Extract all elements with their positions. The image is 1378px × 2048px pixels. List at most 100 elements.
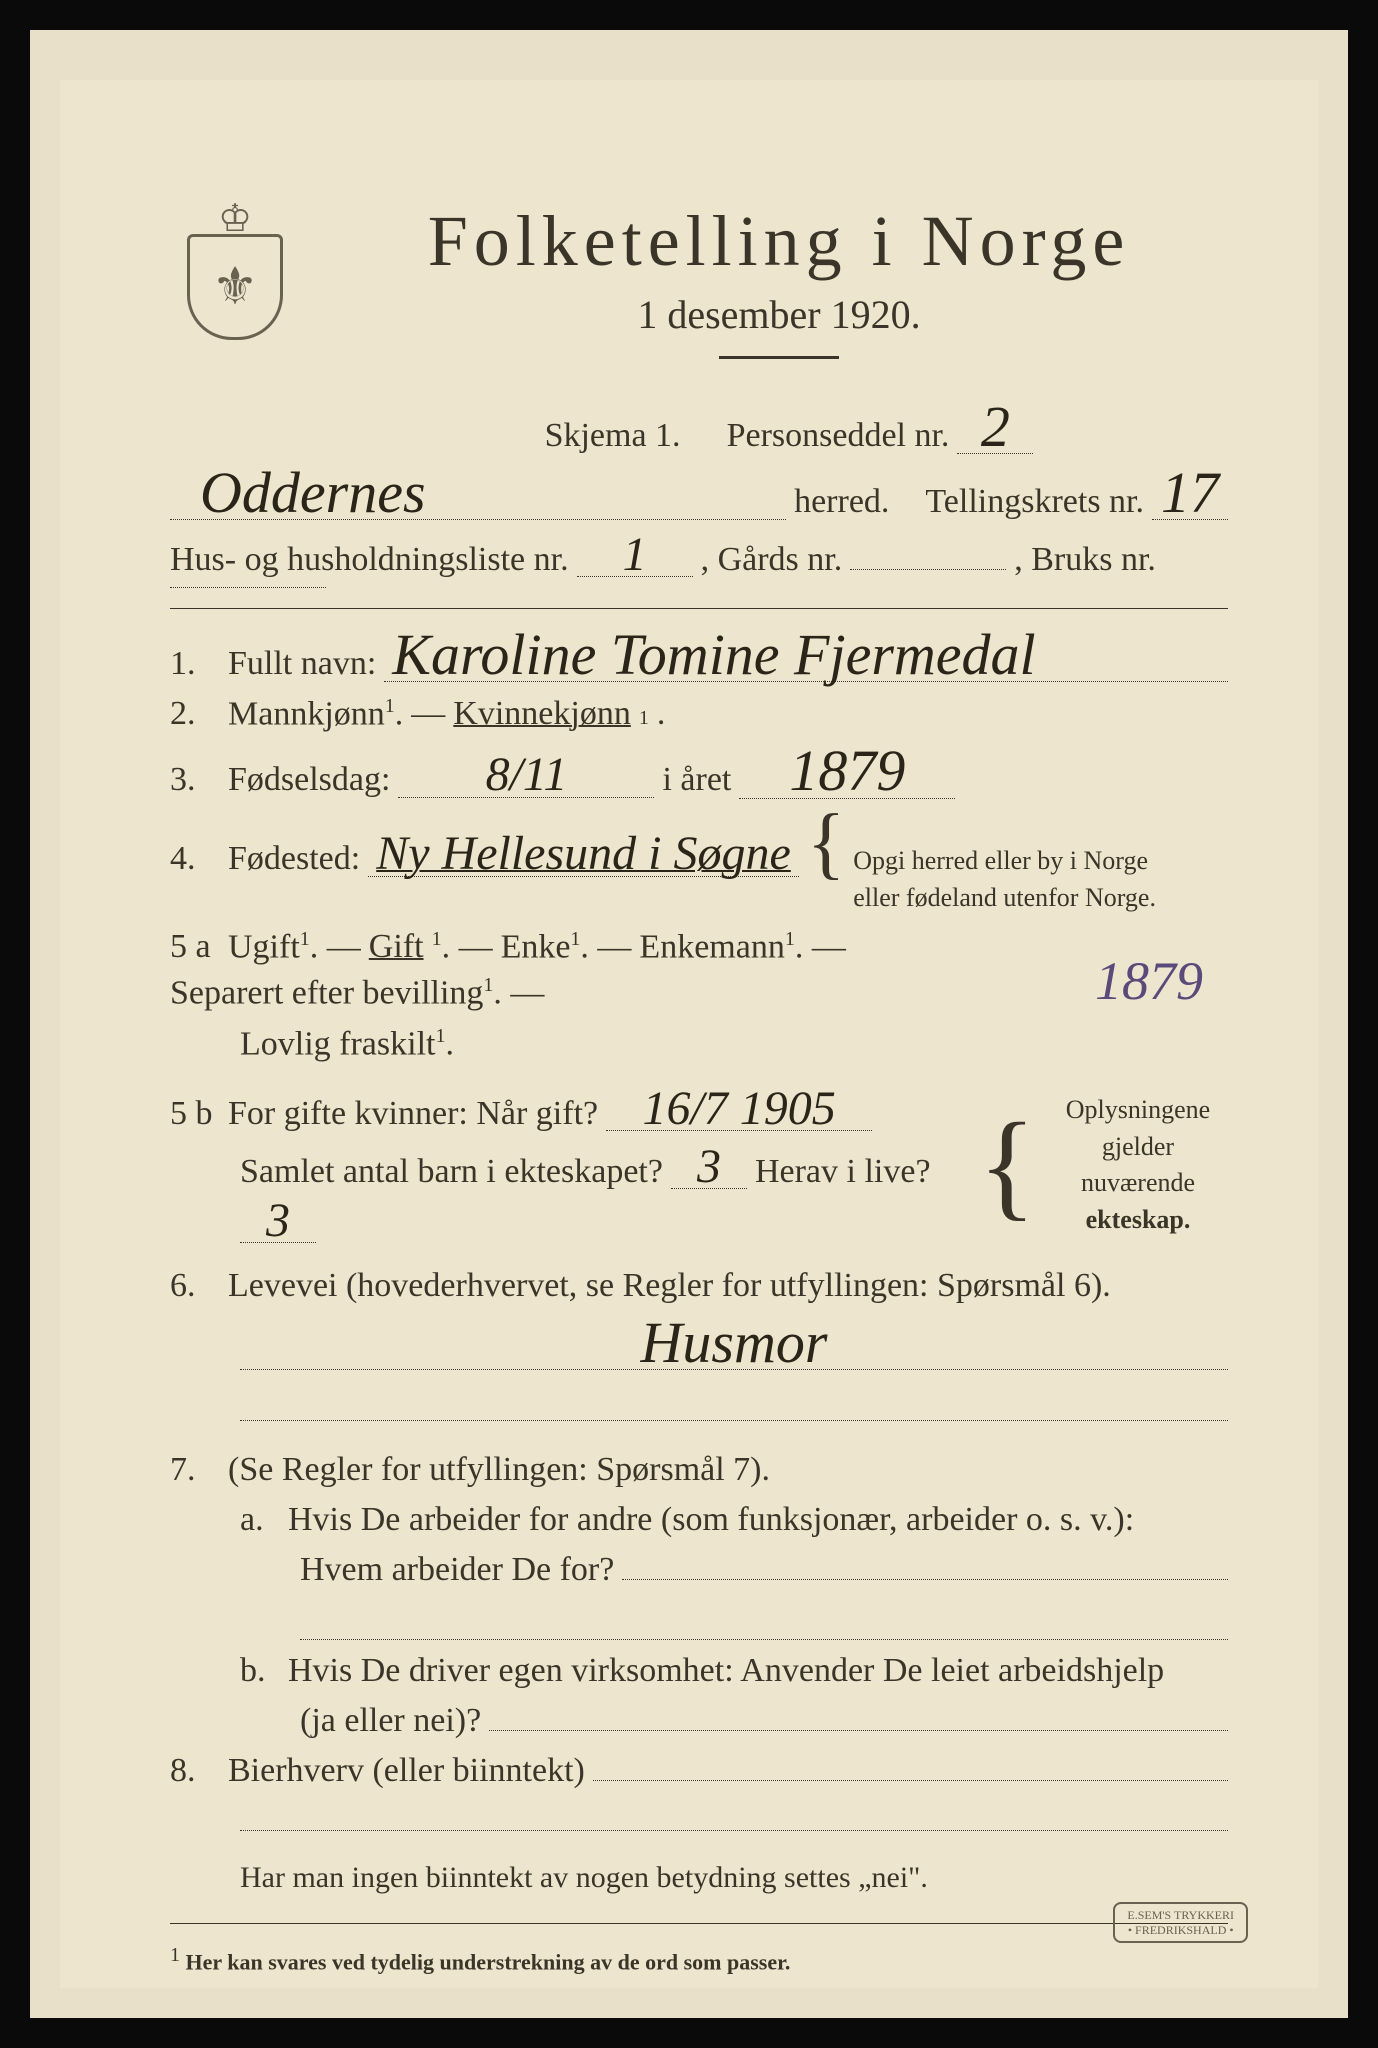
schema-line: Skjema 1. Personseddel nr. 2 (350, 401, 1228, 455)
q7b-line2: (ja eller nei)? (170, 1702, 1228, 1740)
q6-line: 6. Levevei (hovederhvervet, se Regler fo… (170, 1267, 1228, 1305)
person-label: Personseddel nr. (727, 417, 950, 455)
q4-num: 4. (170, 840, 220, 878)
q7b-num: b. (240, 1652, 280, 1690)
footnote-marker: 1 (170, 1944, 180, 1966)
q7a-label2: Hvem arbeider De for? (300, 1551, 614, 1589)
q5a-line: 5 a Ugift1. — Gift1. — Enke1. — Enkemann… (170, 928, 1228, 1013)
footnote-text: Her kan svares ved tydelig understreknin… (186, 1950, 791, 1975)
shield-icon: ⚜ (187, 234, 283, 340)
q7a-line2: Hvem arbeider De for? (170, 1551, 1228, 1589)
q5b-value-b: 3 (671, 1145, 747, 1189)
q5a-opt3: Enkemann1. — (639, 928, 845, 966)
herred-value: Oddernes (170, 467, 786, 520)
title-divider (719, 356, 839, 359)
q2-opt-a: Mannkjønn1. (228, 695, 403, 733)
q1-line: 1. Fullt navn: Karoline Tomine Fjermedal (170, 629, 1228, 683)
q3-label-b: i året (662, 761, 731, 799)
coat-of-arms: ♔ ⚜ (170, 200, 300, 360)
q8-num: 8. (170, 1752, 220, 1790)
q2-line: 2. Mannkjønn1. — Kvinnekjønn1. (170, 695, 1228, 733)
q1-value: Karoline Tomine Fjermedal (384, 629, 1228, 682)
q4-value: Ny Hellesund i Søgne (368, 832, 799, 876)
q7a-label1: Hvis De arbeider for andre (som funksjon… (288, 1501, 1134, 1539)
q5a-opt2: Enke1. — (501, 928, 632, 966)
q5b-value-a: 16/7 1905 (606, 1087, 872, 1131)
q7-line: 7. (Se Regler for utfyllingen: Spørsmål … (170, 1451, 1228, 1489)
q5b-line2: Samlet antal barn i ekteskapet? 3 Herav … (170, 1145, 966, 1243)
footnote-line: 1 Her kan svares ved tydelig understrekn… (170, 1944, 1228, 1975)
q6-value-line: Husmor (170, 1317, 1228, 1370)
bruks-value (170, 587, 326, 588)
herred-label: herred. (794, 483, 889, 521)
q7a-blank (622, 1579, 1228, 1580)
q1-num: 1. (170, 645, 220, 683)
q8-blank (593, 1780, 1228, 1781)
husliste-line: Hus- og husholdningsliste nr. 1 , Gårds … (170, 533, 1228, 588)
q6-value: Husmor (240, 1317, 1228, 1370)
q7a-blank-line (300, 1639, 1228, 1640)
q8-label: Bierhverv (eller biinntekt) (228, 1752, 585, 1790)
q7b-blank (489, 1730, 1228, 1731)
document-paper: ♔ ⚜ Folketelling i Norge 1 desember 1920… (60, 80, 1318, 1988)
q8-blank-line (240, 1830, 1228, 1831)
q7-num: 7. (170, 1451, 220, 1489)
q2-opt-b-selected: Kvinnekjønn (453, 695, 631, 733)
q4-note: Opgi herred eller by i Norge eller fødel… (853, 843, 1156, 916)
q5b-num: 5 b (170, 1095, 220, 1133)
q4-label: Fødested: (228, 840, 360, 878)
brace-icon: { (807, 811, 845, 875)
gards-label: , Gårds nr. (701, 541, 843, 579)
q3-line: 3. Fødselsdag: 8/11 i året 1879 (170, 745, 1228, 799)
q5b-label-c: Herav i live? (755, 1153, 931, 1191)
herred-line: Oddernes herred. Tellingskrets nr. 17 (170, 467, 1228, 521)
q5a-opt5: Lovlig fraskilt1. (240, 1025, 454, 1063)
husliste-label: Hus- og husholdningsliste nr. (170, 541, 569, 579)
person-nr-value: 2 (957, 401, 1033, 454)
q7b-label2: (ja eller nei)? (300, 1702, 481, 1740)
krets-value: 17 (1152, 467, 1228, 520)
q5a-opt4: Separert efter bevilling1. — (170, 974, 544, 1012)
main-title: Folketelling i Norge (330, 200, 1228, 283)
krets-label: Tellingskrets nr. (925, 483, 1144, 521)
q5b-block: 5 b For gifte kvinner: Når gift? 16/7 19… (170, 1075, 1228, 1255)
q5b-label-a: For gifte kvinner: Når gift? (228, 1095, 598, 1133)
separator-footer (170, 1923, 1228, 1924)
q5a-line2: Lovlig fraskilt1. (170, 1025, 1228, 1063)
footer-note: Har man ingen biinntekt av nogen betydni… (170, 1851, 1228, 1905)
q7b-label1: Hvis De driver egen virksomhet: Anvender… (288, 1652, 1164, 1690)
husliste-value: 1 (577, 533, 693, 577)
q7a-line1: a. Hvis De arbeider for andre (som funks… (170, 1501, 1228, 1539)
bruks-label: , Bruks nr. (1014, 541, 1156, 579)
gards-value (850, 569, 1006, 570)
q2-num: 2. (170, 695, 220, 733)
subtitle: 1 desember 1920. (330, 291, 1228, 338)
q5a-opt1-selected: Gift (369, 928, 424, 966)
q5b-label-b: Samlet antal barn i ekteskapet? (240, 1153, 663, 1191)
q7a-num: a. (240, 1501, 280, 1539)
q3-day: 8/11 (398, 753, 654, 797)
separator-1 (170, 608, 1228, 609)
header-block: ♔ ⚜ Folketelling i Norge 1 desember 1920… (170, 200, 1228, 389)
q7-label: (Se Regler for utfyllingen: Spørsmål 7). (228, 1451, 770, 1489)
page-container: ♔ ⚜ Folketelling i Norge 1 desember 1920… (0, 0, 1378, 2048)
q1-label: Fullt navn: (228, 645, 376, 683)
q6-label: Levevei (hovederhvervet, se Regler for u… (228, 1267, 1111, 1305)
q6-blank-line (240, 1420, 1228, 1421)
q8-line: 8. Bierhverv (eller biinntekt) (170, 1752, 1228, 1790)
q5b-line1: 5 b For gifte kvinner: Når gift? 16/7 19… (170, 1087, 966, 1133)
brace-icon-2: { (978, 1117, 1036, 1213)
title-block: Folketelling i Norge 1 desember 1920. (330, 200, 1228, 389)
q5b-value-c: 3 (240, 1199, 316, 1243)
q7b-line1: b. Hvis De driver egen virksomhet: Anven… (170, 1652, 1228, 1690)
q5b-note: Oplysningene gjelder nuværende ekteskap. (1048, 1092, 1228, 1238)
q3-num: 3. (170, 761, 220, 799)
crown-icon: ♔ (218, 200, 252, 238)
printer-stamp: E.SEM'S TRYKKERI • FREDRIKSHALD • (1113, 1902, 1248, 1943)
q4-line: 4. Fødested: Ny Hellesund i Søgne { Opgi… (170, 811, 1228, 916)
q6-num: 6. (170, 1267, 220, 1305)
schema-label: Skjema 1. (545, 417, 681, 455)
q5a-opt0: Ugift1. — (228, 928, 361, 966)
q5a-num: 5 a (170, 928, 220, 966)
q3-label-a: Fødselsdag: (228, 761, 390, 799)
